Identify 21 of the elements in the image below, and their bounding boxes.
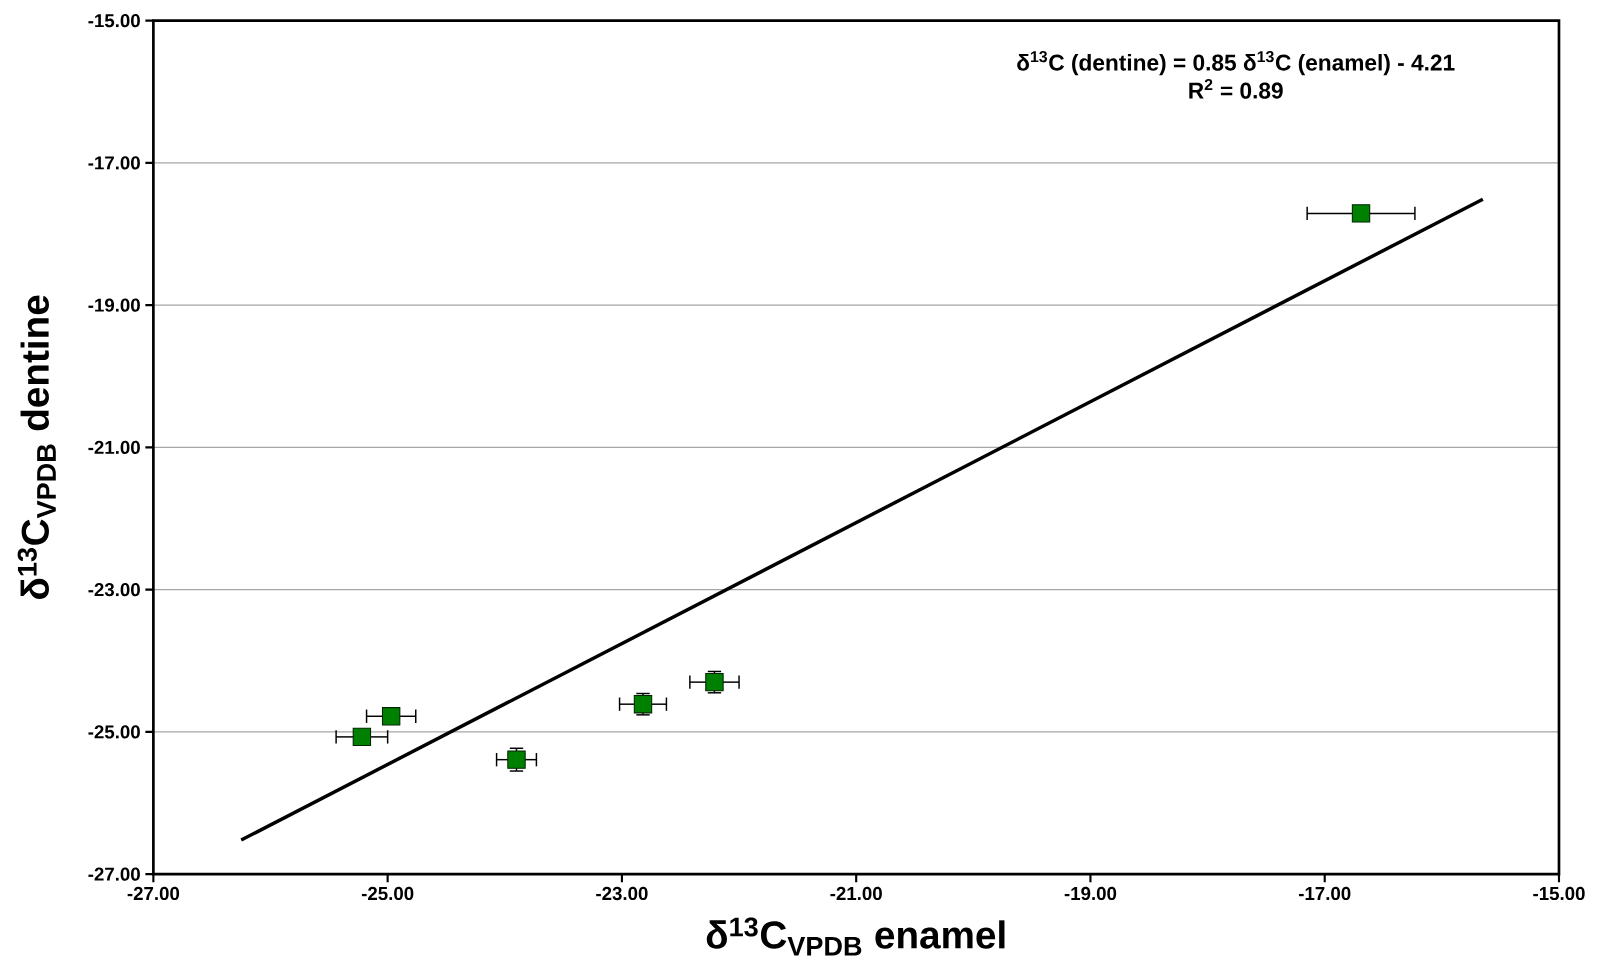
y-tick-label: -19.00 bbox=[88, 298, 140, 312]
y-tick-label: -15.00 bbox=[88, 13, 140, 28]
x-tick-label: -19.00 bbox=[1064, 886, 1117, 901]
x-tick-label: -17.00 bbox=[1298, 886, 1351, 901]
y-axis-title: δ$^{13}$C$_{VPDB}$ dentine bbox=[17, 295, 56, 599]
y-tick-label: -23.00 bbox=[88, 582, 140, 597]
x-tick-label: -15.00 bbox=[1533, 886, 1585, 901]
y-tick-label: -21.00 bbox=[88, 440, 140, 454]
point bbox=[1351, 204, 1371, 223]
point bbox=[352, 727, 372, 747]
annotation: δ$^{13}$C (dentine) = 0.85 δ$^{13}$C (enamel) - 4.21 bbox=[1017, 50, 1455, 76]
y-tick-label: -25.00 bbox=[88, 725, 140, 739]
x-axis-title: δ$^{13}$C$_{VPDB}$ enamel bbox=[706, 917, 1005, 956]
y-tick-label: -27.00 bbox=[88, 867, 140, 881]
x-tick-label: -23.00 bbox=[596, 886, 648, 901]
x-tick-label: -25.00 bbox=[361, 886, 414, 901]
annotation: R$^{2}$ = 0.89 bbox=[1189, 78, 1283, 99]
y-tick-label: -17.00 bbox=[88, 156, 140, 170]
x-tick-label: -27.00 bbox=[127, 886, 180, 901]
x-tick-label: -21.00 bbox=[830, 886, 882, 901]
point bbox=[381, 706, 401, 726]
